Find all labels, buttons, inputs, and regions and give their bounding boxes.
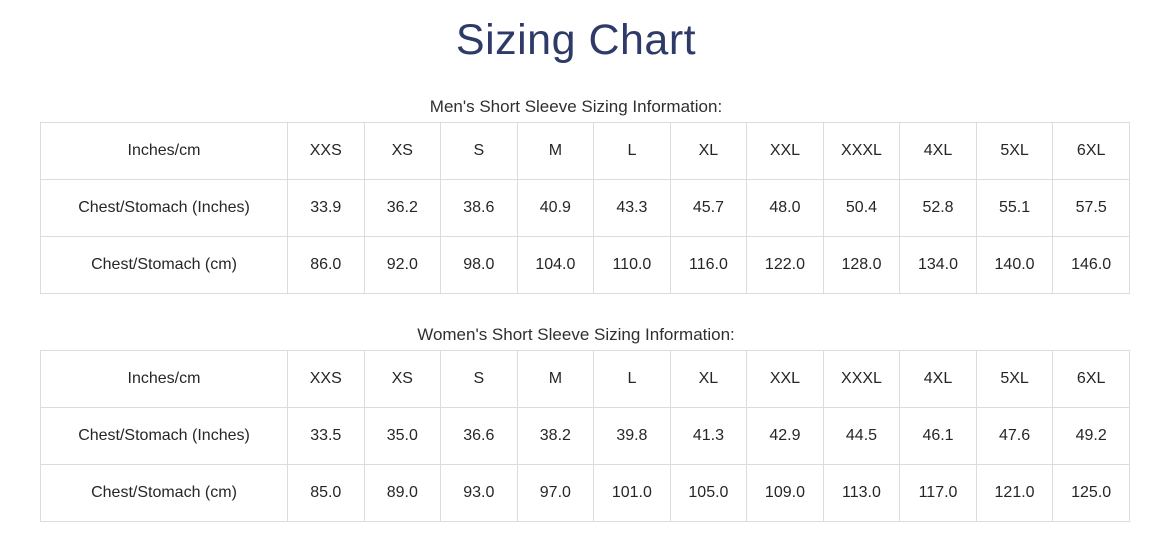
measurement-value-cell: 93.0 — [440, 464, 518, 522]
measurement-value-cell: 121.0 — [975, 464, 1054, 522]
measurement-value-cell: 85.0 — [287, 464, 365, 522]
measurement-value-cell: 41.3 — [669, 407, 748, 465]
measurement-value-cell: 36.2 — [363, 179, 442, 237]
measurement-value-cell: 57.5 — [1052, 179, 1130, 237]
measurement-value-cell: 105.0 — [669, 464, 748, 522]
size-header-cell: 4XL — [899, 122, 977, 180]
measurement-value-cell: 92.0 — [363, 236, 442, 294]
measurement-value-cell: 109.0 — [746, 464, 824, 522]
unit-header-cell: Inches/cm — [40, 350, 288, 408]
size-header-cell: XS — [363, 122, 442, 180]
mens-sizing-section: Men's Short Sleeve Sizing Information: I… — [0, 97, 1152, 294]
size-header-cell: XL — [669, 350, 748, 408]
size-header-cell: M — [516, 122, 595, 180]
row-label-cell: Chest/Stomach (cm) — [40, 236, 288, 294]
size-header-cell: 5XL — [975, 350, 1054, 408]
size-header-cell: XXS — [287, 122, 365, 180]
measurement-value-cell: 52.8 — [899, 179, 977, 237]
measurement-value-cell: 117.0 — [899, 464, 977, 522]
size-header-cell: XXL — [746, 350, 824, 408]
size-header-cell: S — [440, 350, 518, 408]
size-header-cell: XXXL — [822, 122, 901, 180]
measurement-value-cell: 89.0 — [363, 464, 442, 522]
measurement-value-cell: 35.0 — [363, 407, 442, 465]
measurement-value-cell: 33.9 — [287, 179, 365, 237]
measurement-row: Chest/Stomach (cm) 85.0 89.0 93.0 97.0 101.0 1… — [40, 464, 1130, 522]
size-header-cell: 4XL — [899, 350, 977, 408]
measurement-value-cell: 33.5 — [287, 407, 365, 465]
measurement-value-cell: 36.6 — [440, 407, 518, 465]
size-header-cell: XXL — [746, 122, 824, 180]
size-header-cell: 6XL — [1052, 350, 1130, 408]
measurement-value-cell: 43.3 — [593, 179, 671, 237]
size-header-cell: 5XL — [975, 122, 1054, 180]
measurement-value-cell: 44.5 — [822, 407, 901, 465]
measurement-value-cell: 122.0 — [746, 236, 824, 294]
size-header-cell: L — [593, 350, 671, 408]
measurement-value-cell: 110.0 — [593, 236, 671, 294]
size-header-cell: XS — [363, 350, 442, 408]
mens-sizing-table: Inches/cm XXS XS S M L XL XXL XXXL 4XL 5XL 6XL Chest… — [40, 122, 1130, 294]
measurement-value-cell: 104.0 — [516, 236, 595, 294]
measurement-value-cell: 128.0 — [822, 236, 901, 294]
size-header-cell: XXS — [287, 350, 365, 408]
measurement-value-cell: 86.0 — [287, 236, 365, 294]
measurement-value-cell: 55.1 — [975, 179, 1054, 237]
size-header-cell: 6XL — [1052, 122, 1130, 180]
page-title: Sizing Chart — [455, 16, 697, 64]
size-header-cell: M — [516, 350, 595, 408]
measurement-value-cell: 134.0 — [899, 236, 977, 294]
size-header-cell: XXXL — [822, 350, 901, 408]
size-header-row: Inches/cm XXS XS S M L XL XXL XXXL 4XL 5XL 6XL — [40, 350, 1130, 408]
measurement-value-cell: 45.7 — [669, 179, 748, 237]
row-label-cell: Chest/Stomach (Inches) — [40, 407, 288, 465]
size-header-cell: L — [593, 122, 671, 180]
measurement-value-cell: 38.6 — [440, 179, 518, 237]
womens-table-caption: Women's Short Sleeve Sizing Information: — [417, 325, 735, 344]
measurement-value-cell: 49.2 — [1052, 407, 1130, 465]
measurement-row: Chest/Stomach (Inches) 33.9 36.2 38.6 40.9 43… — [40, 179, 1130, 237]
measurement-value-cell: 116.0 — [669, 236, 748, 294]
measurement-value-cell: 50.4 — [822, 179, 901, 237]
size-header-cell: XL — [669, 122, 748, 180]
measurement-value-cell: 48.0 — [746, 179, 824, 237]
size-header-cell: S — [440, 122, 518, 180]
measurement-value-cell: 101.0 — [593, 464, 671, 522]
measurement-value-cell: 113.0 — [822, 464, 901, 522]
measurement-value-cell: 140.0 — [975, 236, 1054, 294]
measurement-value-cell: 146.0 — [1052, 236, 1130, 294]
measurement-value-cell: 47.6 — [975, 407, 1054, 465]
measurement-row: Chest/Stomach (cm) 86.0 92.0 98.0 104.0 110.0… — [40, 236, 1130, 294]
measurement-value-cell: 39.8 — [593, 407, 671, 465]
measurement-value-cell: 46.1 — [899, 407, 977, 465]
row-label-cell: Chest/Stomach (cm) — [40, 464, 288, 522]
unit-header-cell: Inches/cm — [40, 122, 288, 180]
row-label-cell: Chest/Stomach (Inches) — [40, 179, 288, 237]
measurement-value-cell: 38.2 — [516, 407, 595, 465]
mens-table-caption: Men's Short Sleeve Sizing Information: — [429, 97, 723, 116]
measurement-value-cell: 42.9 — [746, 407, 824, 465]
size-header-row: Inches/cm XXS XS S M L XL XXL XXXL 4XL 5XL 6XL — [40, 122, 1130, 180]
measurement-row: Chest/Stomach (Inches) 33.5 35.0 36.6 38.2 39… — [40, 407, 1130, 465]
measurement-value-cell: 97.0 — [516, 464, 595, 522]
womens-sizing-section: Women's Short Sleeve Sizing Information:… — [0, 325, 1152, 522]
womens-sizing-table: Inches/cm XXS XS S M L XL XXL XXXL 4XL 5XL 6XL Chest… — [40, 350, 1130, 522]
measurement-value-cell: 98.0 — [440, 236, 518, 294]
measurement-value-cell: 40.9 — [516, 179, 595, 237]
measurement-value-cell: 125.0 — [1052, 464, 1130, 522]
